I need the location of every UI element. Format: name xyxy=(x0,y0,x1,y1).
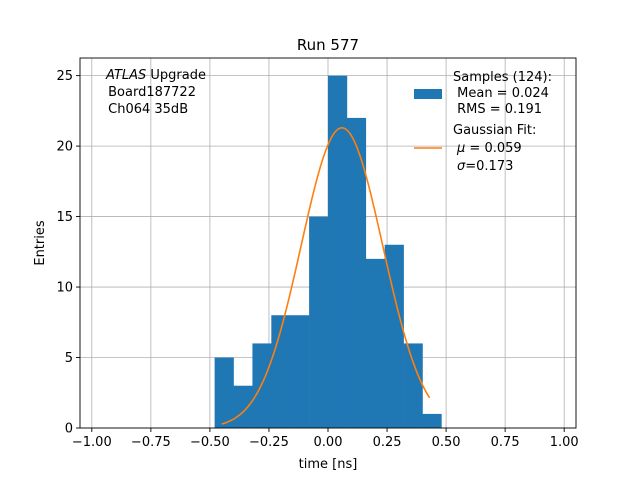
x-axis-label: time [ns] xyxy=(299,457,358,472)
histogram-bar xyxy=(233,385,253,428)
info-upgrade-text: Upgrade xyxy=(146,68,206,83)
info-atlas-italic: ATLAS xyxy=(105,68,146,83)
x-tick-label: −0.25 xyxy=(249,435,289,450)
info-text-block: ATLAS Upgrade Board187722 Ch064 35dB xyxy=(104,68,206,117)
histogram-bar xyxy=(309,216,329,428)
x-tick-label: 1.00 xyxy=(550,435,579,450)
histogram-bar xyxy=(346,117,367,429)
legend-sigma-value: =0.173 xyxy=(465,159,513,174)
x-tick-label: 0.00 xyxy=(314,435,343,450)
y-tick-label: 15 xyxy=(56,210,73,225)
histogram-bars xyxy=(214,75,442,429)
x-tick-label: 0.50 xyxy=(432,435,461,450)
legend-mu-value: = 0.059 xyxy=(465,141,521,156)
legend-mu-symbol: μ xyxy=(456,141,465,156)
gaussian-fit-line xyxy=(221,127,431,425)
y-tick-label: 5 xyxy=(65,351,73,366)
y-axis-ticks: 0 5 10 15 20 25 xyxy=(56,69,80,437)
chart-title: Run 577 xyxy=(297,36,359,54)
histogram-bar xyxy=(328,75,348,428)
y-tick-label: 0 xyxy=(65,422,73,437)
x-tick-label: 0.75 xyxy=(491,435,520,450)
legend-fit-name: Gaussian Fit: xyxy=(453,123,536,138)
legend-rms: RMS = 0.191 xyxy=(453,102,542,117)
info-line-channel: Ch064 35dB xyxy=(104,102,188,117)
y-axis-label: Entries xyxy=(33,220,48,266)
legend-sigma: σ=0.173 xyxy=(457,159,513,174)
histogram-bar xyxy=(384,244,404,428)
x-tick-label: −1.00 xyxy=(72,435,112,450)
x-tick-label: −0.50 xyxy=(190,435,230,450)
histogram-bar xyxy=(214,357,234,428)
y-tick-label: 25 xyxy=(56,69,73,84)
legend-histogram-swatch xyxy=(414,89,442,99)
legend-mean: Mean = 0.024 xyxy=(453,86,549,101)
info-line-atlas: ATLAS Upgrade xyxy=(105,68,206,83)
legend-histogram-name: Samples (124): xyxy=(453,70,552,85)
histogram-bar xyxy=(403,343,423,428)
y-tick-label: 10 xyxy=(56,281,73,296)
x-axis-ticks: −1.00 −0.75 −0.50 −0.25 0.00 0.25 0.50 0.75 1.00 xyxy=(72,428,579,450)
histogram-bar xyxy=(290,315,310,428)
histogram-bar xyxy=(365,258,385,428)
y-tick-label: 20 xyxy=(56,140,73,155)
legend: Samples (124): Mean = 0.024 RMS = 0.191 … xyxy=(414,70,552,174)
histogram-bar xyxy=(252,343,272,428)
legend-mu: μ = 0.059 xyxy=(456,141,522,156)
info-line-board: Board187722 xyxy=(104,85,196,100)
x-tick-label: −0.75 xyxy=(131,435,171,450)
x-tick-label: 0.25 xyxy=(373,435,402,450)
histogram-bar xyxy=(422,413,442,428)
legend-sigma-symbol: σ xyxy=(457,159,466,174)
